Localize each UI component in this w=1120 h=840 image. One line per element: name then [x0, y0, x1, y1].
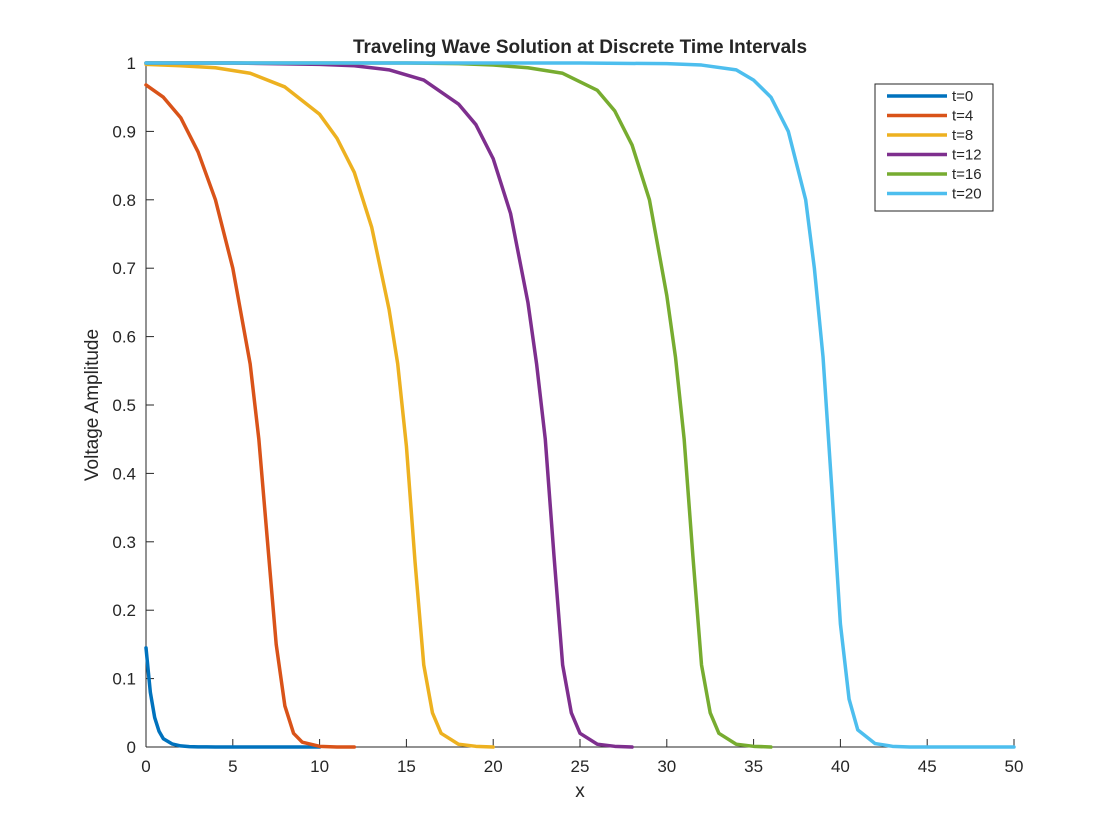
series-line-3 — [144, 61, 634, 749]
series-line-4 — [144, 61, 773, 749]
series-line-0 — [144, 646, 322, 749]
y-tick-label: 0.2 — [112, 601, 136, 620]
legend-label: t=12 — [952, 147, 982, 164]
y-tick-label: 0.8 — [112, 191, 136, 210]
x-tick-label: 10 — [310, 757, 329, 776]
x-axis-label: x — [575, 781, 585, 802]
legend-label: t=4 — [952, 108, 973, 125]
y-tick-label: 0.9 — [112, 122, 136, 141]
legend: t=0 t=4 t=8 t=12 t=16 t=20 — [874, 83, 994, 212]
legend-label: t=0 — [952, 88, 973, 105]
chart-title: Traveling Wave Solution at Discrete Time… — [353, 37, 807, 58]
y-tick-label: 0.1 — [112, 670, 136, 689]
y-tick-label: 0.3 — [112, 533, 136, 552]
y-tick-label: 0 — [127, 738, 136, 757]
series-line-2 — [144, 62, 495, 749]
series-line-5 — [144, 61, 1016, 749]
y-tick-label: 0.4 — [112, 464, 136, 483]
legend-label: t=16 — [952, 166, 982, 183]
x-tick-label: 40 — [831, 757, 850, 776]
y-tick-label: 0.7 — [112, 259, 136, 278]
y-tick-label: 0.6 — [112, 328, 136, 347]
x-tick-label: 50 — [1005, 757, 1024, 776]
x-tick-label: 20 — [484, 757, 503, 776]
x-tick-label: 0 — [141, 757, 150, 776]
legend-label: t=8 — [952, 127, 973, 144]
legend-box — [874, 83, 994, 212]
x-tick-label: 35 — [744, 757, 763, 776]
y-tick-label: 0.5 — [112, 396, 136, 415]
plot-lines — [144, 61, 1016, 749]
axes: 0 5 10 15 20 25 30 35 40 45 50 0 0.1 0.2 0.3 0.4 0.5 0.6 0… — [112, 54, 1023, 776]
series-line-1 — [144, 83, 357, 749]
y-axis-label: Voltage Amplitude — [82, 329, 103, 481]
x-tick-label: 5 — [228, 757, 237, 776]
legend-label: t=20 — [952, 186, 982, 203]
x-tick-label: 15 — [397, 757, 416, 776]
x-tick-label: 25 — [571, 757, 590, 776]
x-tick-label: 45 — [918, 757, 937, 776]
x-tick-label: 30 — [657, 757, 676, 776]
y-tick-label: 1 — [127, 54, 136, 73]
